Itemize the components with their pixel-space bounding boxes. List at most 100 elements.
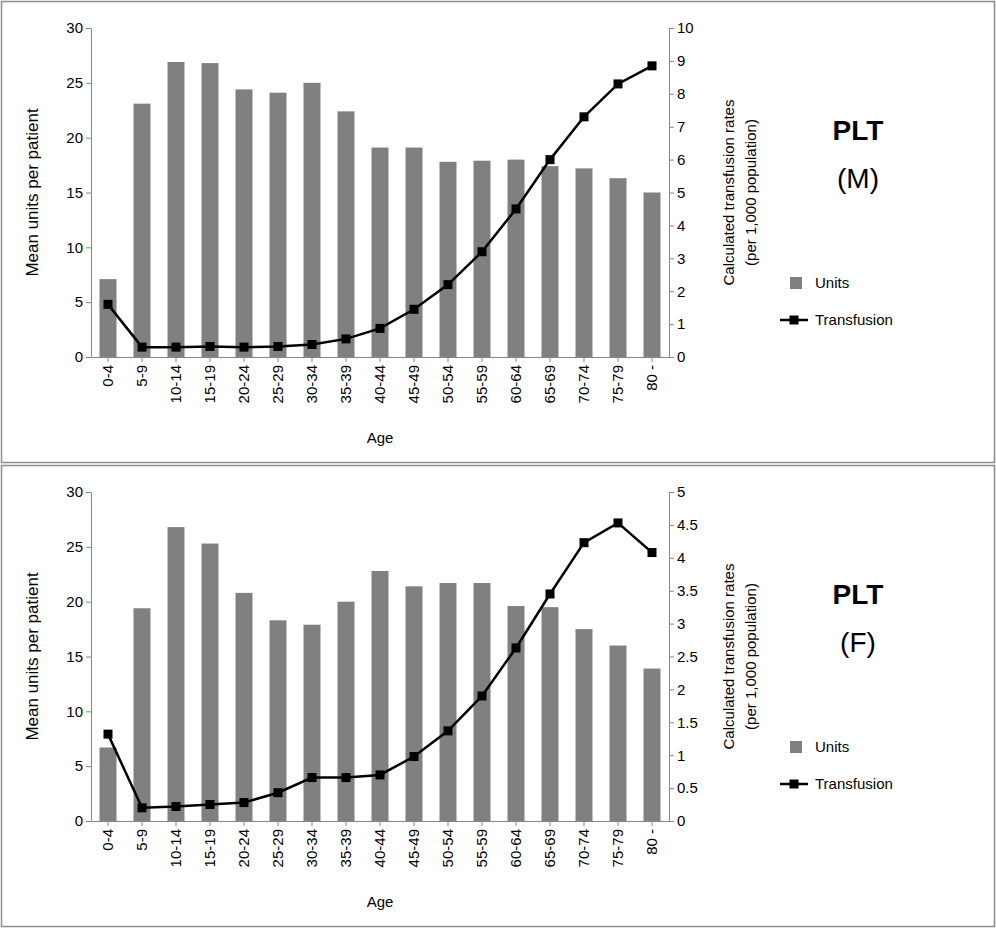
- y2-tick: 5: [669, 483, 685, 500]
- y-tick-mark: [86, 357, 91, 358]
- y2-tick: 0: [669, 812, 685, 829]
- x-axis: 0-45-910-1415-1920-2425-2930-3435-3940-4…: [92, 357, 670, 403]
- bar: [202, 544, 219, 821]
- y2-tick-label: 2: [677, 283, 685, 300]
- y-tick: 15: [66, 648, 91, 665]
- y-tick-label: 20: [66, 593, 83, 610]
- x-tick-mark: [176, 821, 177, 826]
- bar: [100, 748, 117, 821]
- plot-area: [100, 518, 661, 821]
- y2-tick: 0: [669, 348, 685, 365]
- marker: [172, 802, 181, 811]
- x-tick: 65-69: [541, 821, 558, 867]
- y2-tick-label: 1: [677, 315, 685, 332]
- x-tick-label: 40-44: [371, 829, 388, 867]
- y-tick-label: 5: [75, 757, 83, 774]
- bar: [440, 162, 457, 357]
- y2-tick: 3.5: [669, 582, 698, 599]
- y-tick-mark: [86, 193, 91, 194]
- x-tick-mark: [448, 821, 449, 826]
- x-tick: 55-59: [473, 821, 490, 867]
- y-tick: 15: [66, 184, 91, 201]
- x-tick-label: 30-34: [303, 829, 320, 867]
- legend-label: Units: [815, 274, 849, 291]
- marker: [614, 518, 623, 527]
- y2-tick-mark: [669, 94, 674, 95]
- y-tick-label: 5: [75, 293, 83, 310]
- x-tick-label: 70-74: [575, 829, 592, 867]
- x-tick: 5-9: [133, 821, 150, 851]
- y2-tick: 1.5: [669, 714, 698, 731]
- y-tick-mark: [86, 821, 91, 822]
- y-tick-mark: [86, 547, 91, 548]
- y-tick: 25: [66, 538, 91, 555]
- x-tick-mark: [244, 357, 245, 362]
- y-tick: 10: [66, 239, 91, 256]
- x-tick-mark: [414, 357, 415, 362]
- legend-swatch: [790, 277, 802, 289]
- y2-tick-label: 1: [677, 747, 685, 764]
- y2-tick-mark: [669, 755, 674, 756]
- x-tick: 20-24: [235, 357, 252, 403]
- x-tick-label: 15-19: [201, 365, 218, 403]
- y2-tick-label: 0.5: [677, 779, 698, 796]
- bar: [576, 629, 593, 821]
- x-tick-mark: [176, 357, 177, 362]
- marker: [410, 305, 419, 314]
- x-tick-mark: [652, 357, 653, 362]
- y-axis-title: Mean units per patient: [23, 108, 42, 276]
- y-tick-mark: [86, 602, 91, 603]
- x-tick: 40-44: [371, 821, 388, 867]
- bar: [406, 148, 423, 357]
- y2-tick-label: 4.5: [677, 516, 698, 533]
- plot-area: [100, 61, 661, 357]
- bar: [542, 166, 559, 357]
- y2-tick: 7: [669, 118, 685, 135]
- marker: [206, 342, 215, 351]
- y-tick: 5: [75, 293, 91, 310]
- y2-tick-mark: [669, 324, 674, 325]
- bar: [236, 89, 253, 357]
- x-tick-label: 80 -: [643, 829, 660, 855]
- x-tick-label: 45-49: [405, 365, 422, 403]
- marker: [308, 773, 317, 782]
- y-tick-mark: [86, 138, 91, 139]
- x-tick-label: 75-79: [609, 829, 626, 867]
- marker: [478, 247, 487, 256]
- x-tick-label: 55-59: [473, 829, 490, 867]
- chart-title: PLT: [833, 579, 884, 610]
- x-tick-label: 25-29: [269, 365, 286, 403]
- y2-tick: 4: [669, 549, 685, 566]
- x-tick-label: 40-44: [371, 365, 388, 403]
- y2-tick-mark: [669, 624, 674, 625]
- x-tick: 35-39: [337, 821, 354, 867]
- y2-axis-title: Calculated transfusion rates: [720, 564, 737, 750]
- y2-tick: 5: [669, 184, 685, 201]
- y2-tick-label: 3: [677, 250, 685, 267]
- y-tick: 0: [75, 348, 91, 365]
- chart-canvas: 0510152025300123456789100-45-910-1415-19…: [0, 0, 996, 928]
- x-tick-label: 10-14: [167, 829, 184, 867]
- x-tick-mark: [210, 821, 211, 826]
- y2-tick-label: 2.5: [677, 648, 698, 665]
- x-tick-mark: [516, 357, 517, 362]
- y-tick: 20: [66, 593, 91, 610]
- x-tick: 25-29: [269, 357, 286, 403]
- marker: [342, 773, 351, 782]
- y2-tick-mark: [669, 788, 674, 789]
- x-tick: 45-49: [405, 357, 422, 403]
- x-tick: 35-39: [337, 357, 354, 403]
- y-tick-label: 15: [66, 648, 83, 665]
- y2-axis-title: Calculated transfusion rates: [720, 100, 737, 286]
- chart-panel: 0510152025300123456789100-45-910-1415-19…: [2, 2, 995, 463]
- x-tick-mark: [584, 357, 585, 362]
- y-tick-label: 30: [66, 483, 83, 500]
- y2-tick-mark: [669, 127, 674, 128]
- y2-tick-label: 4: [677, 217, 685, 234]
- legend-label: Transfusion: [815, 775, 893, 792]
- legend-label: Transfusion: [815, 311, 893, 328]
- y-tick-mark: [86, 247, 91, 248]
- y2-tick: 2: [669, 283, 685, 300]
- marker: [648, 548, 657, 557]
- y2-tick-label: 3: [677, 615, 685, 632]
